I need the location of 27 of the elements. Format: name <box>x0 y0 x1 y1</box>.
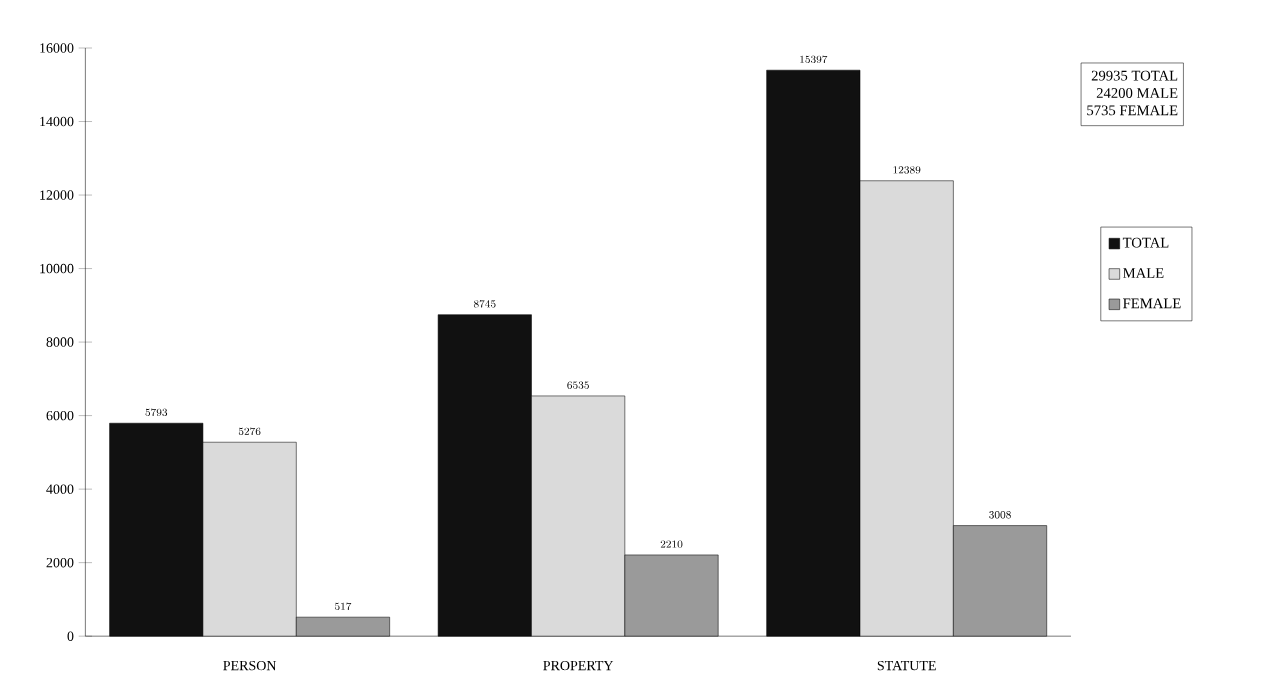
data-label: 6535 <box>567 381 589 389</box>
legend-label: FEMALE <box>1123 298 1181 309</box>
legend-label: MALE <box>1123 268 1164 278</box>
data-label: 5793 <box>145 408 168 417</box>
x-tick-label: STATUTE <box>877 660 936 671</box>
y-tick-label: 12000 <box>40 190 74 200</box>
data-label: 12389 <box>893 166 921 174</box>
text: 29935 TOTAL <box>1091 70 1178 81</box>
y-tick-label: 16000 <box>40 43 74 53</box>
data-label: 8745 <box>473 300 496 308</box>
y-tick-label: 8000 <box>46 337 74 347</box>
data-label: 2210 <box>660 540 683 548</box>
data-label: 15397 <box>800 55 828 64</box>
text: 24200 MALE <box>1096 88 1178 99</box>
y-tick-label: 10000 <box>40 263 74 274</box>
data-label: 5276 <box>238 427 261 436</box>
data-label: 3008 <box>989 511 1011 519</box>
legend-label: TOTAL <box>1122 237 1169 248</box>
y-tick-label: 14000 <box>40 116 74 127</box>
y-tick-label: 2000 <box>46 558 74 568</box>
data-label: 517 <box>335 602 352 611</box>
x-tick-label: PERSON <box>223 660 277 671</box>
x-tick-label: PROPERTY <box>543 660 614 671</box>
y-tick-label: 6000 <box>46 410 74 421</box>
y-tick-label: 4000 <box>46 484 74 494</box>
text: 5735 FEMALE <box>1087 105 1178 116</box>
y-tick-label: 0 <box>67 631 74 641</box>
